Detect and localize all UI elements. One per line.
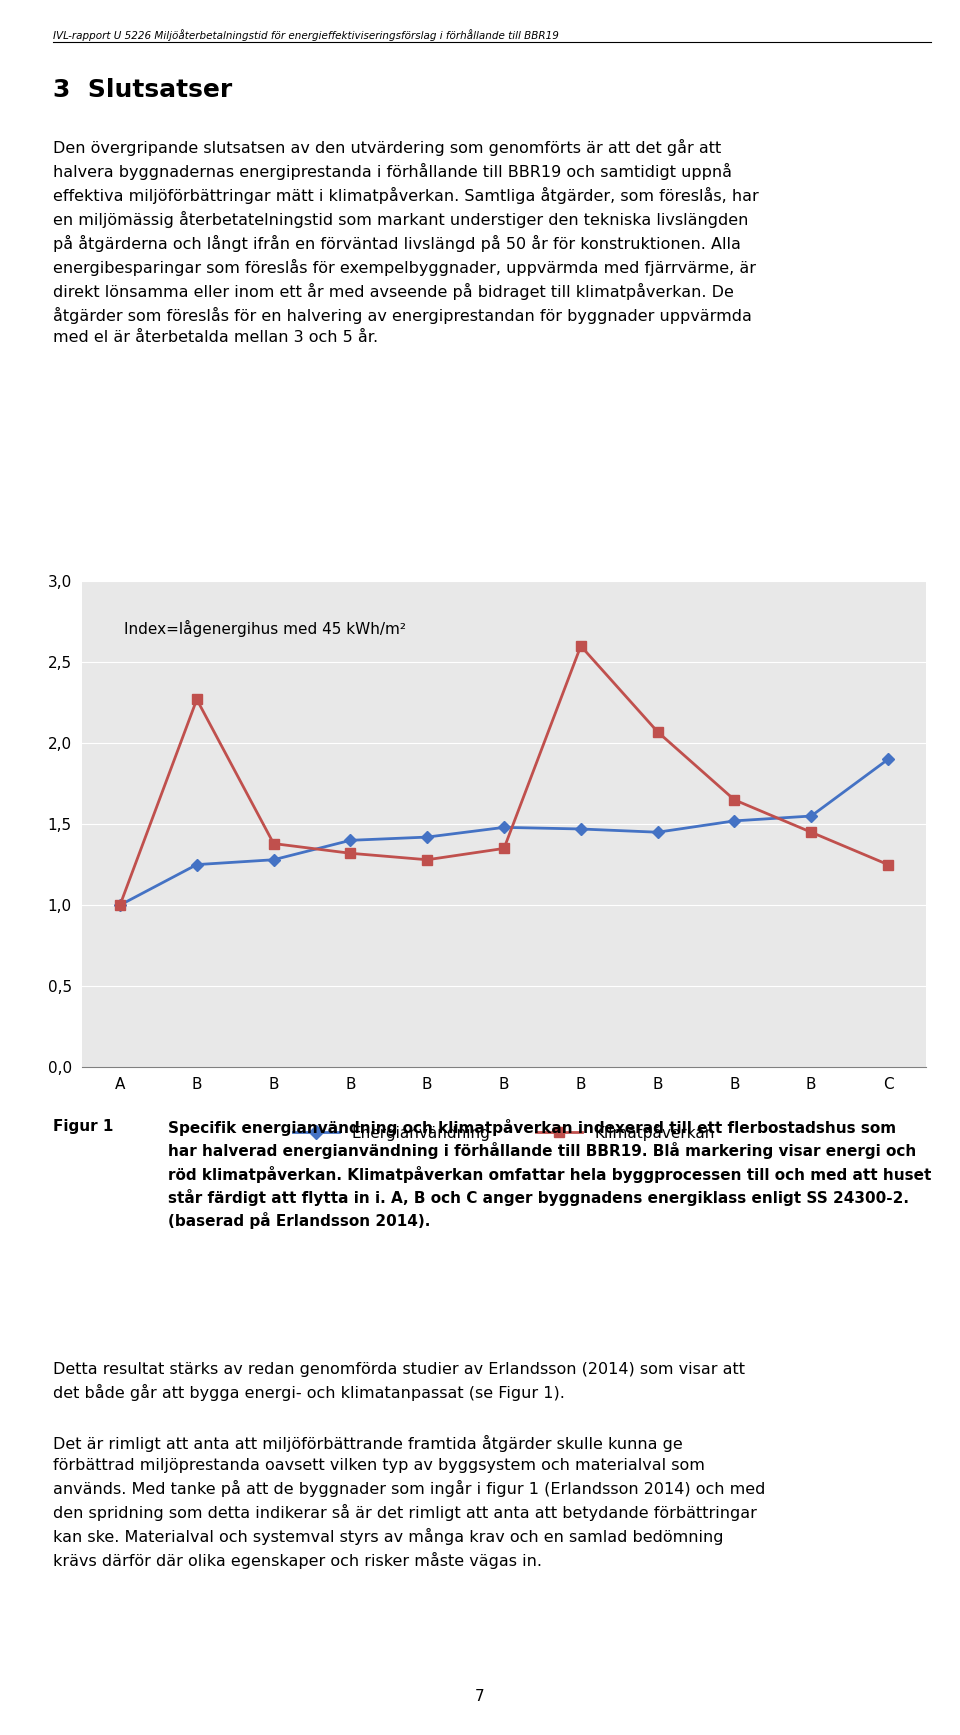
Text: IVL-rapport U 5226 Miljöåterbetalningstid för energieffektiviseringsförslag i fö: IVL-rapport U 5226 Miljöåterbetalningsti… — [53, 29, 559, 42]
Text: Den övergripande slutsatsen av den utvärdering som genomförts är att det går att: Den övergripande slutsatsen av den utvär… — [53, 139, 758, 345]
Text: 7: 7 — [475, 1688, 485, 1704]
Text: Detta resultat stärks av redan genomförda studier av Erlandsson (2014) som visar: Detta resultat stärks av redan genomförd… — [53, 1362, 745, 1400]
Text: Index=lågenergihus med 45 kWh/m²: Index=lågenergihus med 45 kWh/m² — [124, 619, 406, 637]
Text: Specifik energianvändning och klimatpåverkan indexerad till ett flerbostadshus s: Specifik energianvändning och klimatpåve… — [168, 1119, 931, 1230]
Text: 3  Slutsatser: 3 Slutsatser — [53, 78, 232, 102]
Text: Figur 1: Figur 1 — [53, 1119, 113, 1135]
Legend: Energianvändning, Klimatpåverkan: Energianvändning, Klimatpåverkan — [287, 1117, 721, 1147]
Text: Det är rimligt att anta att miljöförbättrande framtida åtgärder skulle kunna ge
: Det är rimligt att anta att miljöförbätt… — [53, 1435, 765, 1568]
